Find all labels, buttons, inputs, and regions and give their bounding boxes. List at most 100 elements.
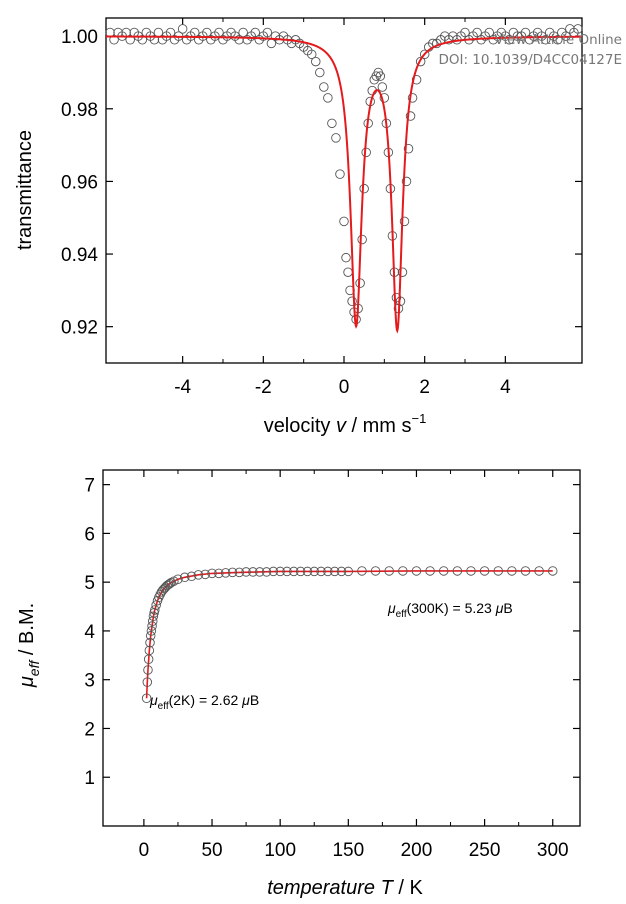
- y-tick-label: 3: [84, 671, 95, 692]
- x-tick-label: 250: [469, 840, 501, 861]
- data-point: [379, 93, 390, 103]
- data-point: [466, 566, 476, 576]
- annotation-mu-2k: μeff(2K) = 2.62 μB: [149, 692, 259, 712]
- data-point: [125, 35, 135, 45]
- magnetic-moment-y-tick-labels: 1 2 3 4 5 6 7: [84, 476, 95, 790]
- data-point: [145, 637, 155, 648]
- magnetic-moment-x-tick-labels: 0 50 100 150 200 250 300: [139, 840, 569, 861]
- magnetic-moment-x-axis-label: temperature T / K: [267, 877, 423, 899]
- y-tick-label: 0.98: [61, 100, 98, 121]
- data-point: [141, 693, 152, 703]
- data-point: [275, 566, 285, 577]
- data-point: [370, 566, 381, 576]
- data-point: [341, 252, 351, 263]
- data-point: [327, 118, 337, 129]
- data-point: [335, 169, 345, 179]
- y-tick-label: 6: [84, 524, 95, 545]
- y-tick-label: 5: [84, 573, 95, 594]
- data-point: [250, 27, 261, 38]
- data-point: [357, 566, 367, 576]
- data-point: [336, 566, 347, 577]
- annotation-mu-300k: μeff(300K) = 5.23 μB: [387, 600, 513, 620]
- magnetic-moment-ticks: [103, 470, 580, 826]
- x-tick-label: 300: [537, 840, 569, 861]
- mossbauer-x-tick-labels: -4 -2 0 2 4: [174, 377, 511, 398]
- data-point: [540, 35, 551, 45]
- data-point: [553, 35, 563, 45]
- magnetic-moment-data-points: [141, 566, 558, 703]
- data-point: [289, 566, 299, 577]
- y-tick-label: 0.92: [61, 318, 98, 339]
- mossbauer-panel: -4 -2 0 2 4 0.92 0.94 0.96 0.98 1.00 velocity v …: [14, 17, 583, 437]
- data-point: [200, 569, 210, 580]
- x-tick-label: -2: [255, 377, 272, 398]
- data-point: [512, 31, 523, 41]
- data-point: [331, 133, 341, 143]
- data-point: [261, 567, 272, 577]
- y-tick-label: 0.94: [61, 245, 98, 266]
- data-point: [180, 572, 190, 583]
- data-point: [254, 567, 265, 577]
- y-tick-label: 0.96: [61, 172, 98, 193]
- data-point: [403, 143, 414, 154]
- data-point: [507, 566, 517, 576]
- mossbauer-data-points: [105, 24, 583, 325]
- data-point: [377, 82, 388, 92]
- data-point: [411, 74, 422, 85]
- data-point: [398, 566, 408, 576]
- data-point: [306, 49, 317, 60]
- data-point: [144, 645, 155, 656]
- data-point: [415, 56, 426, 67]
- data-point: [309, 566, 319, 577]
- data-point: [142, 677, 153, 687]
- data-point: [163, 579, 174, 590]
- data-point: [479, 566, 490, 576]
- mossbauer-plot-frame: [105, 17, 583, 364]
- x-tick-label: 4: [500, 377, 511, 398]
- data-point: [148, 611, 159, 622]
- x-tick-label: -4: [174, 377, 191, 398]
- mossbauer-x-axis-label: velocity v / mm s−1: [264, 411, 427, 437]
- data-point: [311, 56, 321, 67]
- data-point: [359, 183, 369, 194]
- magnetic-moment-fit-line: [145, 570, 553, 699]
- mossbauer-ticks: [106, 18, 582, 363]
- data-point: [177, 24, 188, 34]
- data-point: [234, 567, 245, 578]
- data-point: [484, 27, 494, 38]
- x-tick-label: 50: [201, 840, 222, 861]
- x-tick-label: 200: [401, 840, 433, 861]
- data-point: [547, 566, 558, 576]
- data-point: [407, 93, 418, 103]
- data-point: [573, 24, 583, 34]
- data-point: [504, 35, 515, 45]
- data-point: [520, 566, 531, 576]
- x-tick-label: 150: [332, 840, 364, 861]
- data-point: [268, 566, 279, 577]
- data-point: [397, 267, 408, 277]
- data-point: [460, 27, 470, 38]
- mossbauer-y-axis-label: transmittance: [14, 130, 36, 250]
- data-point: [295, 566, 306, 577]
- data-point: [109, 35, 119, 45]
- data-point: [452, 566, 463, 576]
- data-point: [262, 27, 273, 38]
- x-tick-label: 2: [419, 377, 430, 398]
- data-point: [323, 93, 333, 103]
- data-point: [472, 27, 482, 38]
- data-point: [234, 35, 244, 45]
- data-point: [347, 296, 357, 307]
- data-point: [302, 566, 313, 577]
- data-point: [207, 568, 217, 579]
- y-tick-label: 2: [84, 719, 95, 740]
- data-point: [419, 49, 430, 60]
- data-point: [329, 566, 340, 577]
- x-tick-label: 0: [139, 840, 150, 861]
- data-point: [220, 568, 231, 578]
- data-point: [137, 35, 148, 45]
- data-point: [241, 567, 251, 577]
- data-point: [315, 67, 325, 78]
- data-point: [186, 571, 197, 582]
- data-point: [339, 216, 349, 227]
